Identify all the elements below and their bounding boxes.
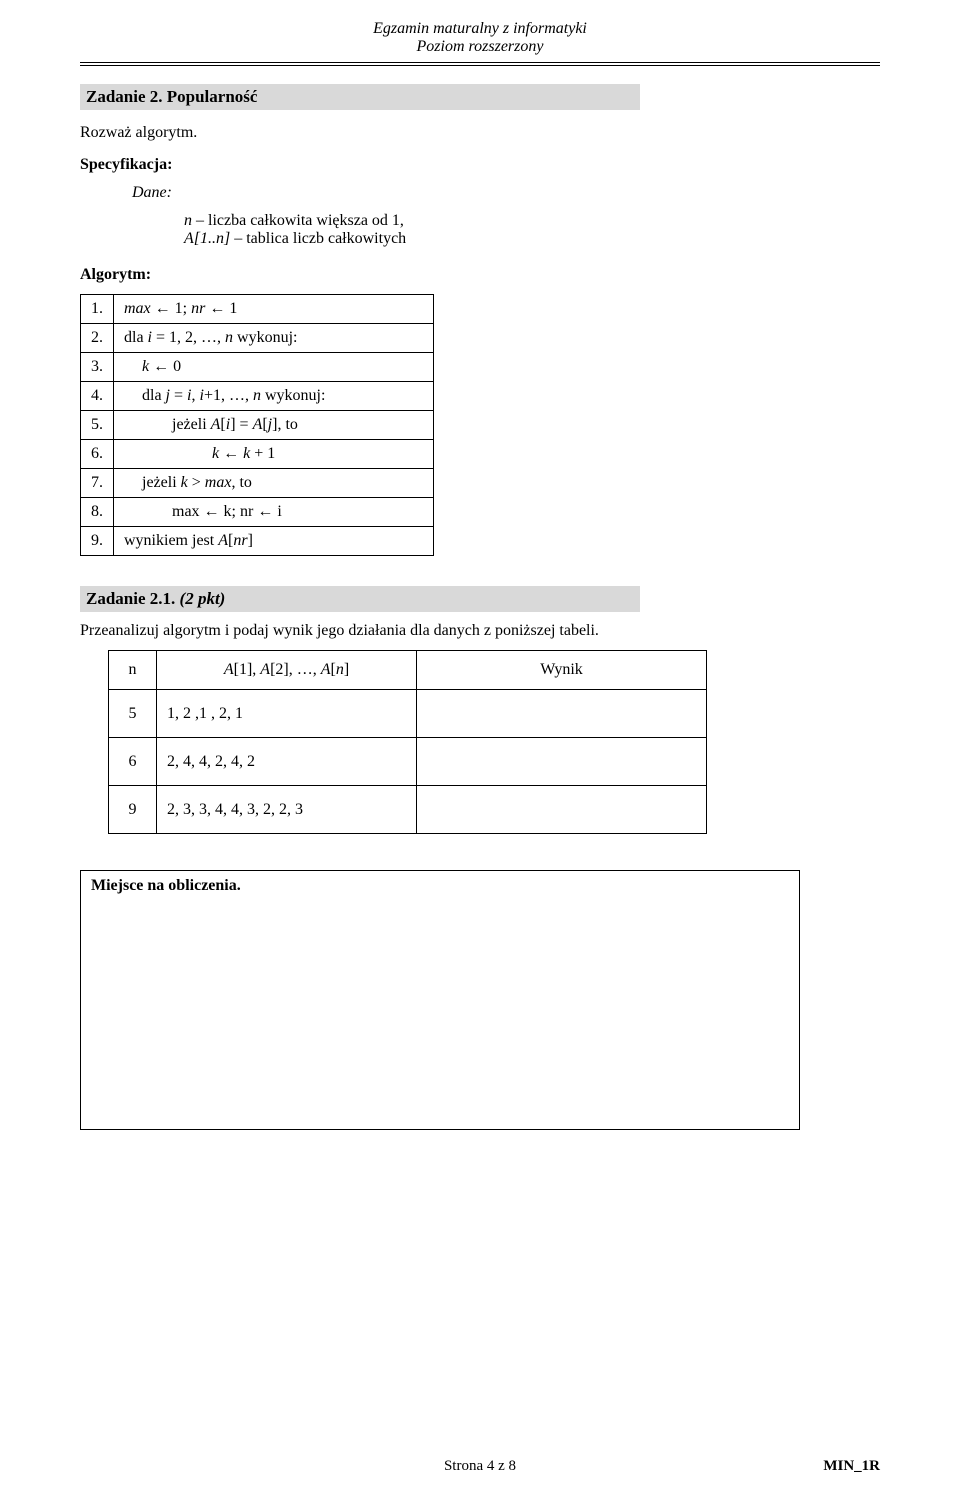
task-2-header: Zadanie 2. Popularność	[80, 84, 640, 110]
dane-line1-text: – liczba całkowita większa od 1,	[192, 212, 404, 229]
cell-n: 9	[109, 786, 157, 834]
cell-wynik[interactable]	[417, 786, 707, 834]
algo-step-number: 8.	[81, 498, 114, 527]
algo-step-text: jeżeli k > max, to	[114, 469, 434, 498]
algo-row: 1.max ← 1; nr ← 1	[81, 295, 434, 324]
algo-step-text: dla i = 1, 2, …, n wykonuj:	[114, 324, 434, 353]
cell-wynik[interactable]	[417, 690, 707, 738]
algo-step-text: wynikiem jest A[nr]	[114, 527, 434, 556]
algo-step-number: 7.	[81, 469, 114, 498]
col-n-header: n	[109, 651, 157, 690]
divider	[80, 65, 880, 66]
table-row: 92, 3, 3, 4, 4, 3, 2, 2, 3	[109, 786, 707, 834]
algo-step-text: k ← 0	[114, 353, 434, 382]
dane-var-a: A[1..n]	[184, 230, 230, 247]
exam-header: Egzamin maturalny z informatyki Poziom r…	[80, 20, 880, 56]
col-wynik-header: Wynik	[417, 651, 707, 690]
task-2-1-title: Zadanie 2.1.	[86, 589, 175, 608]
exam-title-line1: Egzamin maturalny z informatyki	[80, 20, 880, 38]
algorithm-table: 1.max ← 1; nr ← 12.dla i = 1, 2, …, n wy…	[80, 294, 434, 556]
algo-row: 3.k ← 0	[81, 353, 434, 382]
task-2-intro: Rozważ algorytm.	[80, 124, 880, 142]
calculation-box: Miejsce na obliczenia.	[80, 870, 800, 1130]
calculation-label: Miejsce na obliczenia.	[91, 877, 241, 894]
cell-array: 1, 2 ,1 , 2, 1	[157, 690, 417, 738]
algo-step-number: 2.	[81, 324, 114, 353]
cell-n: 6	[109, 738, 157, 786]
exam-title-line2: Poziom rozszerzony	[80, 38, 880, 56]
algo-row: 9.wynikiem jest A[nr]	[81, 527, 434, 556]
dane-line2-text: – tablica liczb całkowitych	[230, 230, 406, 247]
cell-array: 2, 3, 3, 4, 4, 3, 2, 2, 3	[157, 786, 417, 834]
col-a-header: A[1], A[2], …, A[n]	[157, 651, 417, 690]
algo-step-number: 1.	[81, 295, 114, 324]
task-2-1-prompt: Przeanalizuj algorytm i podaj wynik jego…	[80, 622, 880, 640]
algo-label: Algorytm:	[80, 266, 880, 284]
task-2-1-points: (2 pkt)	[175, 589, 225, 608]
results-table: n A[1], A[2], …, A[n] Wynik 51, 2 ,1 , 2…	[108, 650, 707, 834]
algo-row: 7.jeżeli k > max, to	[81, 469, 434, 498]
spec-label: Specyfikacja:	[80, 156, 880, 174]
cell-wynik[interactable]	[417, 738, 707, 786]
algo-step-text: k ← k + 1	[114, 440, 434, 469]
task-2-1-header: Zadanie 2.1. (2 pkt)	[80, 586, 640, 612]
algo-step-text: jeżeli A[i] = A[j], to	[114, 411, 434, 440]
algo-step-number: 5.	[81, 411, 114, 440]
algo-step-number: 4.	[81, 382, 114, 411]
algo-step-number: 9.	[81, 527, 114, 556]
task-2-title: Zadanie 2. Popularność	[86, 87, 257, 106]
dane-label: Dane:	[132, 184, 880, 202]
algo-row: 6.k ← k + 1	[81, 440, 434, 469]
dane-line-1: n – liczba całkowita większa od 1,	[184, 212, 880, 230]
cell-n: 5	[109, 690, 157, 738]
page-footer-code: MIN_1R	[823, 1458, 880, 1475]
algo-step-text: max ← k; nr ← i	[114, 498, 434, 527]
algo-row: 4.dla j = i, i+1, …, n wykonuj:	[81, 382, 434, 411]
algo-step-number: 3.	[81, 353, 114, 382]
divider	[80, 62, 880, 63]
dane-line-2: A[1..n] – tablica liczb całkowitych	[184, 230, 880, 248]
algo-step-number: 6.	[81, 440, 114, 469]
algo-step-text: max ← 1; nr ← 1	[114, 295, 434, 324]
dane-var-n: n	[184, 212, 192, 229]
page-footer: Strona 4 z 8	[80, 1458, 880, 1475]
table-row: 62, 4, 4, 2, 4, 2	[109, 738, 707, 786]
algo-row: 8.max ← k; nr ← i	[81, 498, 434, 527]
cell-array: 2, 4, 4, 2, 4, 2	[157, 738, 417, 786]
table-row: 51, 2 ,1 , 2, 1	[109, 690, 707, 738]
algo-step-text: dla j = i, i+1, …, n wykonuj:	[114, 382, 434, 411]
results-header-row: n A[1], A[2], …, A[n] Wynik	[109, 651, 707, 690]
algo-row: 5.jeżeli A[i] = A[j], to	[81, 411, 434, 440]
algo-row: 2.dla i = 1, 2, …, n wykonuj:	[81, 324, 434, 353]
